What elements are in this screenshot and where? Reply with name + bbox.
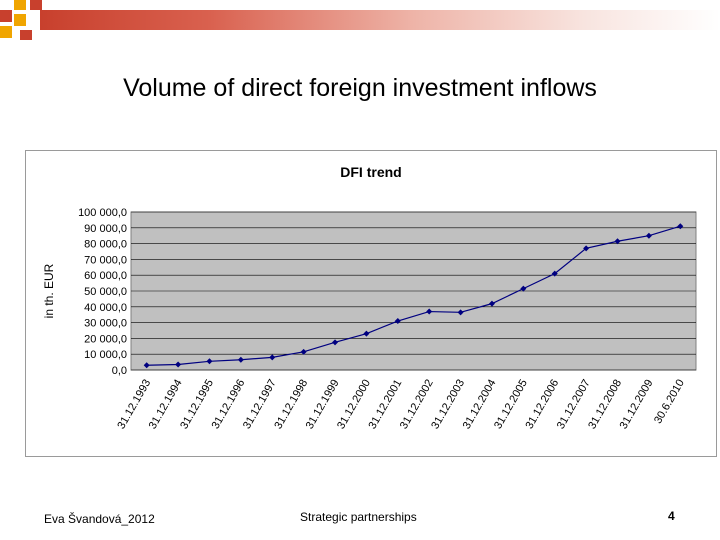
chart-frame: DFI trend 0,0 10 000,0 20 000,0 30 000,0 40 … <box>25 150 717 457</box>
data-point <box>457 309 464 316</box>
y-axis-label: in th. EUR <box>42 263 56 318</box>
series-line <box>146 225 681 366</box>
y-tick-label: 30 000,0 <box>84 318 127 330</box>
slide-title: Volume of direct foreign investment infl… <box>123 74 597 102</box>
square-red-1 <box>30 0 42 10</box>
data-point <box>300 348 307 355</box>
y-tick-label: 0,0 <box>112 365 127 377</box>
data-point <box>488 300 495 307</box>
y-tick-label: 60 000,0 <box>84 270 127 282</box>
top-decoration <box>0 0 720 40</box>
data-point <box>520 285 527 292</box>
footer-author: Eva Švandová_2012 <box>44 512 155 526</box>
data-point <box>143 362 150 369</box>
data-point <box>269 354 276 361</box>
y-tick-label: 100 000,0 <box>78 207 127 219</box>
data-point <box>237 356 244 363</box>
y-tick-label: 90 000,0 <box>84 223 127 235</box>
y-tick-label: 20 000,0 <box>84 333 127 345</box>
y-tick-label: 40 000,0 <box>84 302 127 314</box>
data-point <box>677 223 684 230</box>
square-orange-3 <box>0 26 12 38</box>
square-orange-2 <box>14 14 26 26</box>
data-point <box>363 330 370 337</box>
x-axis-ticks: 31.12.199331.12.199431.12.199531.12.1996… <box>115 377 687 431</box>
grid-lines <box>131 211 696 371</box>
y-axis-ticks: 0,0 10 000,0 20 000,0 30 000,0 40 000,0 50 00… <box>78 207 127 377</box>
data-point <box>206 358 213 365</box>
header-gradient-stripe <box>40 10 720 30</box>
y-tick-label: 50 000,0 <box>84 286 127 298</box>
y-tick-label: 10 000,0 <box>84 349 127 361</box>
y-tick-label: 70 000,0 <box>84 254 127 266</box>
x-tick-label: 30.6.2010 <box>652 378 687 426</box>
square-red-3 <box>20 30 32 40</box>
data-point <box>394 318 401 325</box>
page-number: 4 <box>668 509 675 523</box>
x-tick-label: 31.12.2009 <box>618 378 656 432</box>
series-layer <box>143 223 684 369</box>
y-tick-label: 80 000,0 <box>84 239 127 251</box>
footer-topic: Strategic partnerships <box>300 510 417 524</box>
data-point <box>175 361 182 368</box>
data-point <box>551 270 558 277</box>
data-point <box>332 339 339 346</box>
dfi-line-chart: 0,0 10 000,0 20 000,0 30 000,0 40 000,0 50 00… <box>42 207 697 431</box>
square-orange-1 <box>14 0 26 10</box>
data-point <box>583 245 590 252</box>
data-point <box>426 308 433 315</box>
data-point <box>645 232 652 239</box>
square-red-2 <box>0 10 12 22</box>
data-point <box>614 238 621 245</box>
chart-title: DFI trend <box>340 164 402 180</box>
